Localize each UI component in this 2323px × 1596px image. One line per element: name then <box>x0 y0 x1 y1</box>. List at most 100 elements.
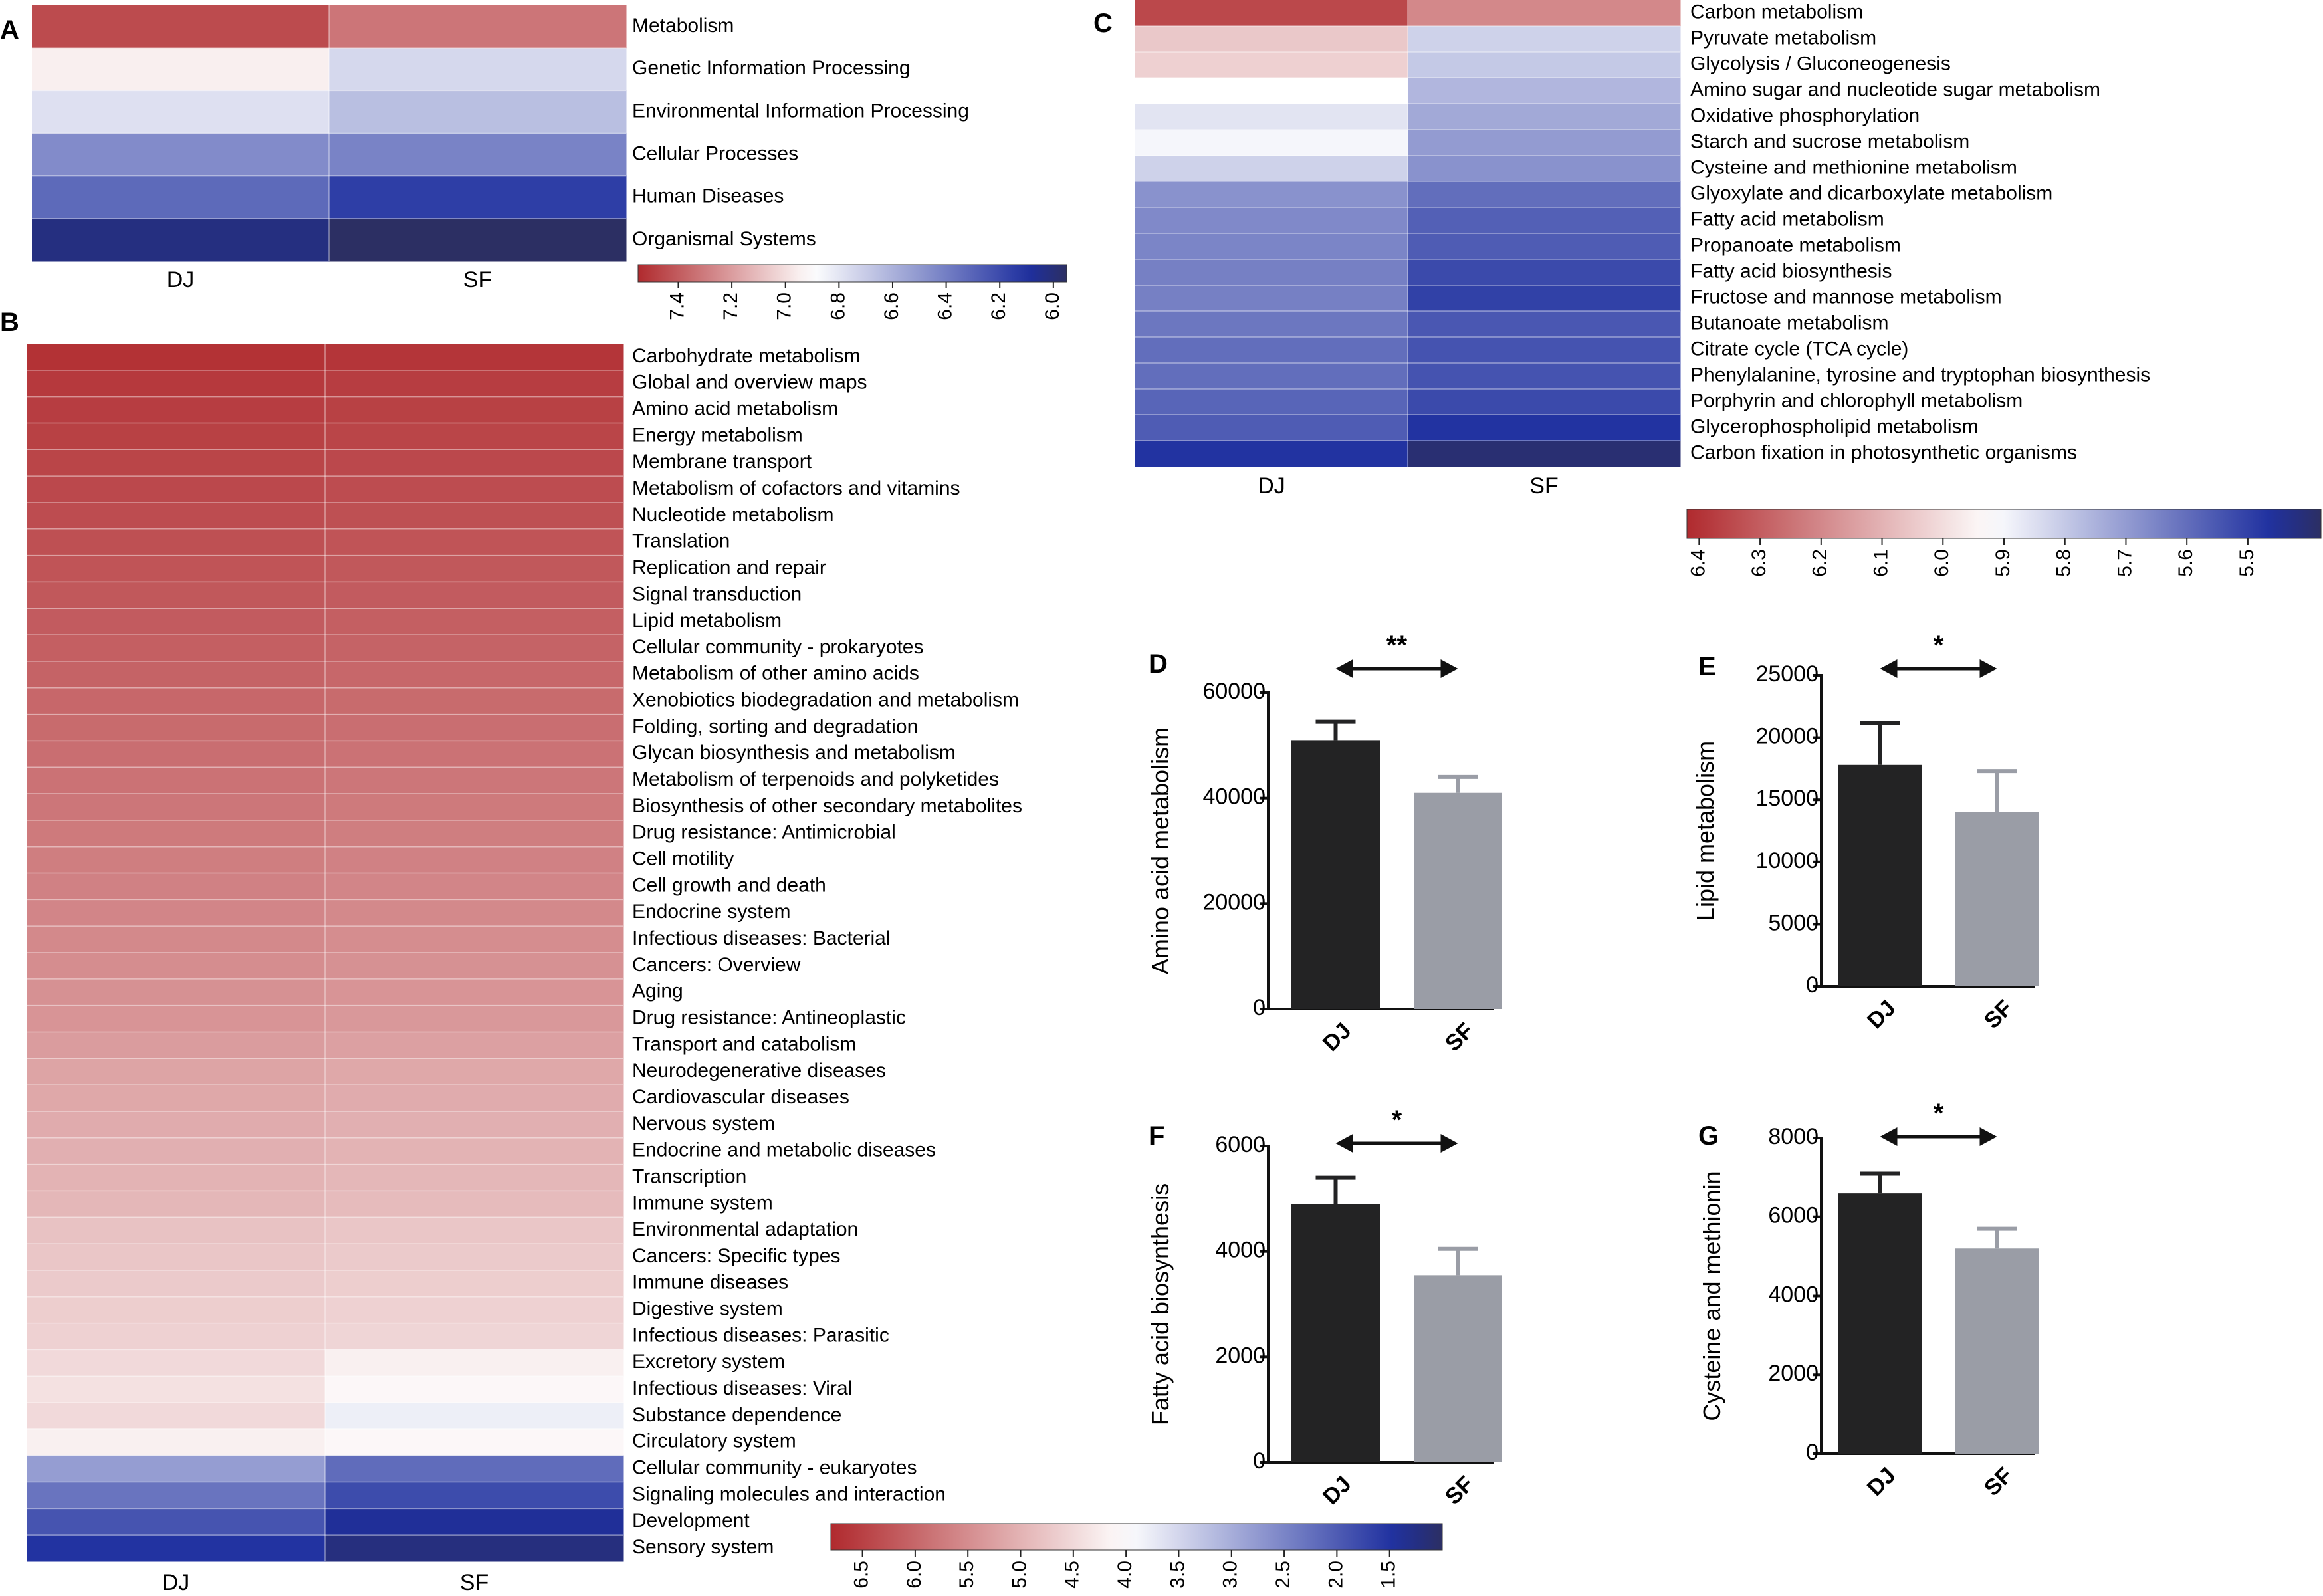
colorbar-tick-label: 6.8 <box>827 292 849 320</box>
y-tick-label: 4000 <box>1215 1238 1266 1263</box>
colorbar-tick-label: 5.5 <box>956 1561 978 1589</box>
heatmap-cell <box>27 1455 326 1483</box>
heatmap-cell <box>1408 441 1681 467</box>
heatmap-cell <box>325 1164 624 1191</box>
heatmap-cell <box>27 370 326 398</box>
bar <box>1414 1275 1502 1462</box>
x-tick-label: DJ <box>1318 1018 1357 1056</box>
colorbar-tick-label: 7.2 <box>720 292 742 320</box>
row-label: Infectious diseases: Viral <box>632 1377 852 1399</box>
row-label: Transport and catabolism <box>632 1033 856 1055</box>
row-label: Cellular community - prokaryotes <box>632 636 923 658</box>
panel-letter: E <box>1698 652 1716 681</box>
heatmap-cell <box>27 741 326 768</box>
heatmap-cell <box>32 218 330 262</box>
heatmap-cell <box>1408 181 1681 208</box>
panel-letter: A <box>0 15 19 45</box>
heatmap-cell <box>325 767 624 794</box>
arrow-head-right <box>1440 659 1458 678</box>
row-label: Butanoate metabolism <box>1690 312 1889 334</box>
y-tick-label: 0 <box>1806 1440 1819 1465</box>
row-label: Infectious diseases: Parasitic <box>632 1324 889 1346</box>
row-label: Energy metabolism <box>632 424 803 446</box>
heatmap-cell <box>27 1191 326 1218</box>
y-tick-label: 6000 <box>1215 1132 1266 1157</box>
y-axis-title: Amino acid metabolism <box>1147 727 1174 974</box>
row-label: Global and overview maps <box>632 372 867 394</box>
heatmap-cell <box>27 528 326 556</box>
x-tick-label: SF <box>1979 1462 2018 1501</box>
row-label: Drug resistance: Antimicrobial <box>632 822 896 844</box>
heatmap-cell <box>27 1535 326 1562</box>
heatmap-cell <box>329 133 627 177</box>
panel-letter: B <box>0 308 19 337</box>
y-tick-label: 0 <box>1806 972 1819 998</box>
heatmap-cell <box>325 846 624 874</box>
colorbar-tick-label: 5.8 <box>2053 549 2075 577</box>
x-tick-label: DJ <box>1862 995 1901 1034</box>
colorbar-tick-label: 6.4 <box>1687 549 1709 577</box>
row-label: Pyruvate metabolism <box>1690 27 1876 49</box>
heatmap-cell <box>325 1111 624 1139</box>
heatmap-cell <box>325 396 624 423</box>
heatmap-cell <box>27 846 326 874</box>
colorbar-tick-label: 6.0 <box>1042 292 1063 320</box>
row-label: Environmental adaptation <box>632 1218 858 1240</box>
row-label: Glycolysis / Gluconeogenesis <box>1690 53 1951 74</box>
row-label: Cardiovascular diseases <box>632 1086 849 1108</box>
heatmap-cell <box>325 1058 624 1085</box>
bar-panel-e: E 0 5000 10000 15000 20000 25000 DJ SF Lipid meta… <box>1692 631 2039 1034</box>
colorbar-tick-label: 4.0 <box>1114 1561 1136 1589</box>
row-label: Translation <box>632 530 730 552</box>
heatmap-cell <box>27 794 326 821</box>
heatmap-cell <box>1135 78 1408 104</box>
row-label: Metabolism of terpenoids and polyketides <box>632 768 999 790</box>
heatmap-cell <box>325 1217 624 1244</box>
heatmap-cell <box>325 555 624 582</box>
row-label: Cancers: Specific types <box>632 1245 840 1267</box>
row-label: Citrate cycle (TCA cycle) <box>1690 338 1908 360</box>
heatmap-cell <box>325 502 624 530</box>
heatmap-cell <box>325 1349 624 1377</box>
heatmap-cell <box>27 1032 326 1059</box>
row-label: Oxidative phosphorylation <box>1690 104 1920 126</box>
heatmap-cell <box>1135 26 1408 53</box>
heatmap-cell <box>325 1296 624 1324</box>
heatmap-cell <box>1135 441 1408 467</box>
heatmap-cell <box>325 423 624 450</box>
heatmap-cell <box>1135 52 1408 78</box>
colorbar-tick-label: 7.0 <box>774 292 796 320</box>
colorbar-tick-label: 4.5 <box>1061 1561 1083 1589</box>
heatmap-cell <box>1135 233 1408 260</box>
panel-letter: D <box>1149 649 1168 679</box>
x-tick-label: SF <box>1440 1018 1479 1056</box>
heatmap-cell <box>325 1508 624 1536</box>
y-tick-label: 20000 <box>1755 724 1819 749</box>
colorbar-tick-label: 2.5 <box>1272 1561 1294 1589</box>
heatmap-cell <box>325 608 624 635</box>
panel-letter: C <box>1093 9 1113 38</box>
heatmap-cell <box>27 1403 326 1430</box>
row-label: Glycerophospholipid metabolism <box>1690 415 1979 437</box>
heatmap-cell <box>325 635 624 662</box>
heatmap-cell <box>27 1244 326 1271</box>
heatmap-cell <box>27 555 326 582</box>
heatmap-cell <box>325 1270 624 1298</box>
heatmap-cell <box>27 449 326 477</box>
panel-letter: G <box>1698 1121 1719 1151</box>
row-label: Organismal Systems <box>632 228 816 250</box>
heatmap-cell <box>325 1137 624 1165</box>
heatmap-cell <box>329 5 627 49</box>
heatmap-cell <box>325 953 624 980</box>
row-label: Replication and repair <box>632 556 826 578</box>
y-tick-label: 60000 <box>1202 679 1266 704</box>
heatmap-cell <box>325 1428 624 1456</box>
colorbar-tick-label: 6.2 <box>988 292 1010 320</box>
y-tick-label: 0 <box>1253 1448 1266 1474</box>
arrow-head-right <box>1979 659 1997 678</box>
column-label: DJ <box>1258 473 1285 499</box>
heatmap-cell <box>27 344 326 371</box>
x-tick-label: DJ <box>1862 1462 1901 1501</box>
bar <box>1291 740 1380 1009</box>
heatmap-cell <box>1408 26 1681 53</box>
